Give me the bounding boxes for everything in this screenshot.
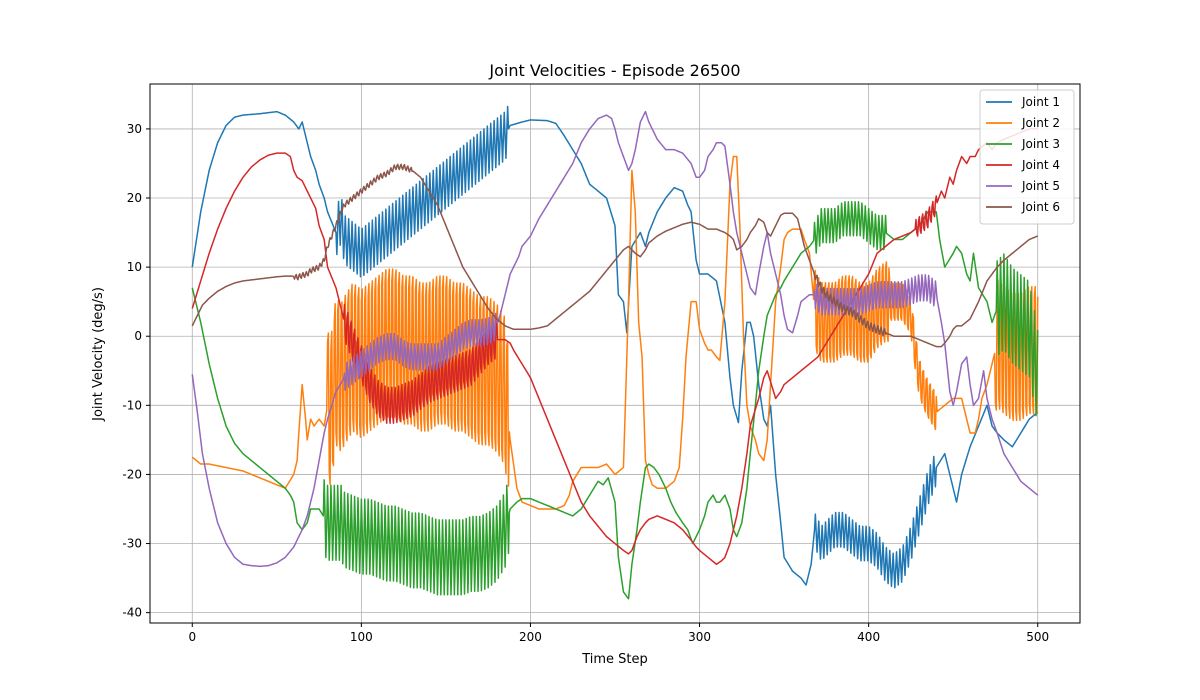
- y-tick-label: -10: [122, 398, 142, 412]
- x-tick-label: 500: [1026, 630, 1049, 644]
- legend-label-joint-6: Joint 6: [1021, 200, 1060, 214]
- series-line-joint-4: [191, 128, 1038, 566]
- x-tick-label: 300: [688, 630, 711, 644]
- legend-label-joint-4: Joint 4: [1021, 158, 1060, 172]
- y-tick-label: 20: [127, 191, 142, 205]
- legend-label-joint-2: Joint 2: [1021, 116, 1060, 130]
- y-axis-label: Joint Velocity (deg/s): [91, 287, 106, 422]
- x-tick-label: 100: [350, 630, 373, 644]
- chart-title: Joint Velocities - Episode 26500: [488, 61, 740, 80]
- series-line-joint-1: [191, 105, 1039, 589]
- y-tick-label: 0: [134, 329, 142, 343]
- y-tick-label: -20: [122, 467, 142, 481]
- y-tick-label: -30: [122, 537, 142, 551]
- series-line-joint-6: [191, 163, 1039, 348]
- x-tick-label: 0: [188, 630, 196, 644]
- series-line-joint-5: [191, 110, 1039, 568]
- series-line-joint-2: [191, 155, 1039, 510]
- axis-ticks: 0 100 200 300 400 500 -40 -30 -20 -10 0 10 20 30: [122, 122, 1049, 644]
- series-line-joint-3: [191, 200, 1039, 600]
- y-tick-label: 30: [127, 122, 142, 136]
- plot-frame: [149, 83, 1081, 624]
- legend-label-joint-5: Joint 5: [1021, 179, 1060, 193]
- y-tick-label: 10: [127, 260, 142, 274]
- x-tick-label: 400: [857, 630, 880, 644]
- legend: Joint 1 Joint 2 Joint 3 Joint 4 Joint 5 Joint…: [979, 89, 1075, 225]
- series-layer: [191, 105, 1039, 600]
- y-tick-label: -40: [122, 606, 142, 620]
- legend-label-joint-3: Joint 3: [1021, 137, 1060, 151]
- x-axis-label: Time Step: [581, 652, 648, 667]
- legend-label-joint-1: Joint 1: [1021, 95, 1060, 109]
- x-tick-label: 200: [519, 630, 542, 644]
